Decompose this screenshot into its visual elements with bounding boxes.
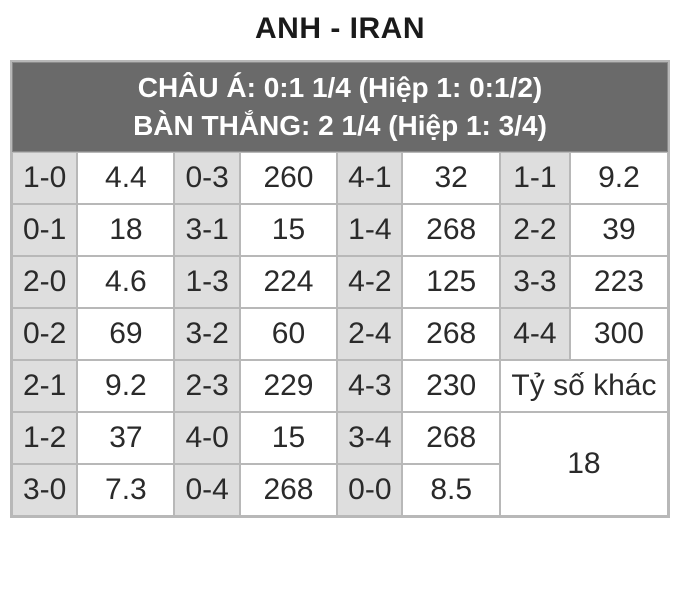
- table-row: 2-1 9.2 2-3 229 4-3 230 Tỷ số khác: [12, 360, 668, 412]
- table-row: 2-0 4.6 1-3 224 4-2 125 3-3 223: [12, 256, 668, 308]
- odds-cell: 32: [402, 152, 499, 204]
- table-row: 1-2 37 4-0 15 3-4 268 18: [12, 412, 668, 464]
- score-cell: 3-0: [12, 464, 77, 516]
- odds-cell: 4.4: [77, 152, 174, 204]
- score-cell: 4-1: [337, 152, 402, 204]
- odds-cell: 230: [402, 360, 499, 412]
- score-cell: 4-2: [337, 256, 402, 308]
- score-cell: 3-1: [174, 204, 239, 256]
- odds-cell: 268: [402, 412, 499, 464]
- odds-cell: 223: [570, 256, 668, 308]
- odds-cell: 268: [402, 308, 499, 360]
- score-cell: 1-3: [174, 256, 239, 308]
- score-cell: 2-0: [12, 256, 77, 308]
- odds-cell: 8.5: [402, 464, 499, 516]
- header-line-2: BÀN THẮNG: 2 1/4 (Hiệp 1: 3/4): [17, 107, 663, 145]
- score-cell: 1-1: [500, 152, 570, 204]
- odds-table: CHÂU Á: 0:1 1/4 (Hiệp 1: 0:1/2) BÀN THẮN…: [10, 60, 670, 518]
- score-cell: 3-2: [174, 308, 239, 360]
- table-row: 1-0 4.4 0-3 260 4-1 32 1-1 9.2: [12, 152, 668, 204]
- other-score-label: Tỷ số khác: [500, 360, 668, 412]
- score-cell: 3-4: [337, 412, 402, 464]
- odds-cell: 60: [240, 308, 337, 360]
- odds-cell: 15: [240, 204, 337, 256]
- odds-cell: 260: [240, 152, 337, 204]
- odds-cell: 18: [77, 204, 174, 256]
- odds-cell: 268: [402, 204, 499, 256]
- match-title: ANH - IRAN: [10, 12, 670, 46]
- odds-cell: 300: [570, 308, 668, 360]
- odds-cell: 39: [570, 204, 668, 256]
- table-header: CHÂU Á: 0:1 1/4 (Hiệp 1: 0:1/2) BÀN THẮN…: [12, 62, 668, 152]
- odds-cell: 37: [77, 412, 174, 464]
- odds-cell: 229: [240, 360, 337, 412]
- score-cell: 2-4: [337, 308, 402, 360]
- score-cell: 1-0: [12, 152, 77, 204]
- table-row: 0-2 69 3-2 60 2-4 268 4-4 300: [12, 308, 668, 360]
- odds-cell: 224: [240, 256, 337, 308]
- odds-cell: 7.3: [77, 464, 174, 516]
- score-cell: 4-4: [500, 308, 570, 360]
- score-cell: 2-1: [12, 360, 77, 412]
- score-cell: 2-2: [500, 204, 570, 256]
- table-row: 0-1 18 3-1 15 1-4 268 2-2 39: [12, 204, 668, 256]
- score-cell: 0-1: [12, 204, 77, 256]
- score-cell: 0-2: [12, 308, 77, 360]
- header-cell: CHÂU Á: 0:1 1/4 (Hiệp 1: 0:1/2) BÀN THẮN…: [12, 62, 668, 152]
- odds-cell: 268: [240, 464, 337, 516]
- score-cell: 0-0: [337, 464, 402, 516]
- odds-cell: 15: [240, 412, 337, 464]
- odds-cell: 125: [402, 256, 499, 308]
- other-score-value: 18: [500, 412, 668, 516]
- score-cell: 2-3: [174, 360, 239, 412]
- score-cell: 4-3: [337, 360, 402, 412]
- score-cell: 0-4: [174, 464, 239, 516]
- odds-cell: 9.2: [77, 360, 174, 412]
- score-cell: 4-0: [174, 412, 239, 464]
- score-cell: 1-4: [337, 204, 402, 256]
- odds-cell: 4.6: [77, 256, 174, 308]
- score-cell: 3-3: [500, 256, 570, 308]
- odds-cell: 69: [77, 308, 174, 360]
- score-cell: 1-2: [12, 412, 77, 464]
- header-line-1: CHÂU Á: 0:1 1/4 (Hiệp 1: 0:1/2): [17, 69, 663, 107]
- odds-cell: 9.2: [570, 152, 668, 204]
- score-cell: 0-3: [174, 152, 239, 204]
